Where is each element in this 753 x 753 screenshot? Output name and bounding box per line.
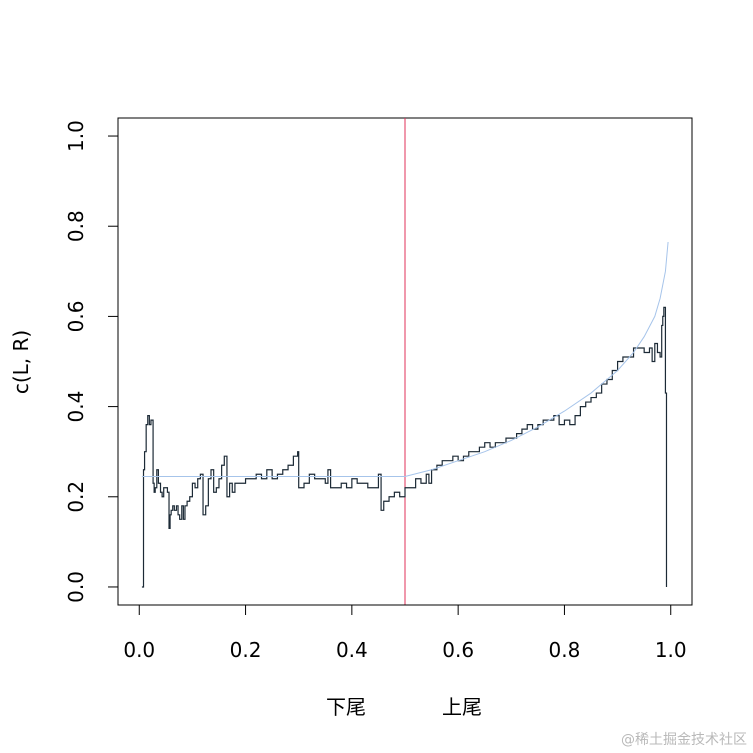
x-tick-label: 0.8 xyxy=(549,638,581,662)
y-tick-label: 0.8 xyxy=(64,210,88,242)
y-tick-label: 0.4 xyxy=(64,391,88,423)
y-tick-label: 1.0 xyxy=(64,120,88,152)
x-tick-label: 0.2 xyxy=(230,638,262,662)
empirical-series-line xyxy=(141,306,668,588)
y-axis: 0.0 0.2 0.4 0.6 0.8 1.0 xyxy=(64,120,119,603)
x-axis-label-lower-tail: 下尾 xyxy=(326,695,366,719)
x-tick-label: 0.0 xyxy=(123,638,155,662)
y-tick-label: 0.6 xyxy=(64,301,88,333)
y-axis-title: c(L, R) xyxy=(9,330,33,394)
x-tick-label: 0.6 xyxy=(442,638,474,662)
series-layer xyxy=(141,241,669,588)
y-tick-label: 0.0 xyxy=(64,571,88,603)
x-tick-label: 1.0 xyxy=(655,638,687,662)
x-axis: 0.0 0.2 0.4 0.6 0.8 1.0 xyxy=(123,604,687,662)
watermark-text: @稀土掘金技术社区 xyxy=(621,732,747,748)
fitted-series-line xyxy=(141,241,669,477)
y-tick-label: 0.2 xyxy=(64,481,88,513)
x-axis-label-upper-tail: 上尾 xyxy=(442,695,482,719)
x-tick-label: 0.4 xyxy=(336,638,368,662)
